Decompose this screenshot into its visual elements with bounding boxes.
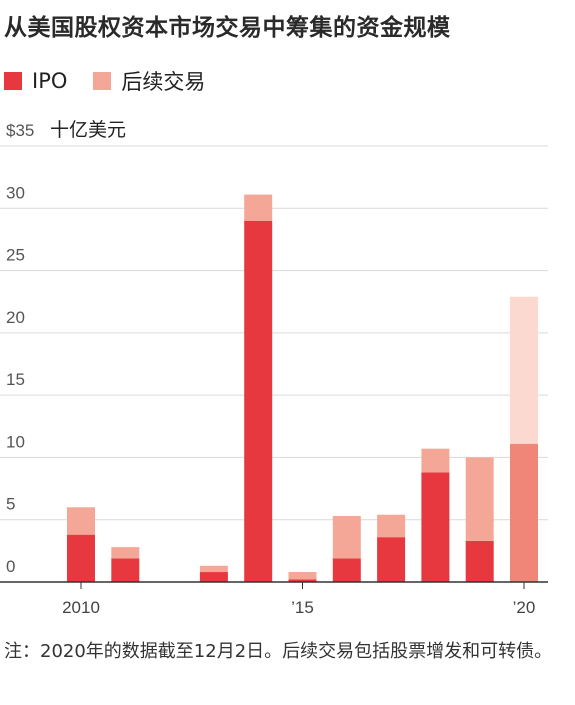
y-unit-label: 十亿美元 [50,119,126,141]
y-tick-label: 20 [6,308,25,327]
chart-area: 0 5 10 15 20 25 30 $35 十亿美元 2010 ’15 ’20 [0,118,575,628]
bar-follow-on-2018 [421,448,450,473]
x-tick-label: ’20 [513,598,536,617]
bar-follow-on-2017 [377,514,406,538]
bar-follow-on-2010 [67,507,95,535]
bar-ipo-2020 [510,443,538,582]
bar-ipo-2016 [332,558,361,582]
y-tick-label: 30 [6,183,25,202]
bar-ipo-2014 [244,220,273,582]
legend-item-follow-on: 后续交易 [93,66,205,96]
bar-follow-on-2014 [244,194,273,221]
bar-ipo-2010 [67,534,95,582]
legend-swatch-follow-on [93,72,112,90]
bar-ipo-2015 [288,579,317,582]
bar-follow-on-2016 [332,515,361,559]
footnote: 注：2020年的数据截至12月2日。后续交易包括股票增发和可转债。 [4,641,553,662]
legend-label-follow-on: 后续交易 [121,70,206,94]
bar-ipo-2013 [199,572,228,582]
chart-title: 从美国股权资本市场交易中筹集的资金规模 [4,15,451,41]
bar-follow-on-2020 [510,296,538,444]
x-tick-label: ’15 [291,598,314,617]
bar-follow-on-2011 [111,547,140,559]
bar-follow-on-2013 [199,565,228,573]
y-tick-label: $35 [6,121,34,140]
legend: IPO 后续交易 [4,66,231,96]
bar-follow-on-2019 [465,457,494,541]
legend-swatch-ipo [4,72,22,90]
bar-ipo-2017 [377,537,406,582]
legend-item-ipo: IPO [4,69,67,93]
y-tick-label: 15 [6,370,25,389]
legend-label-ipo: IPO [32,69,68,93]
bar-ipo-2018 [421,472,450,582]
bar-ipo-2011 [111,558,140,582]
bar-ipo-2019 [465,540,494,582]
y-tick-label: 25 [6,246,25,265]
bar-chart: 0 5 10 15 20 25 30 $35 十亿美元 2010 ’15 ’20 [0,119,548,617]
bar-follow-on-2015 [288,572,317,580]
x-tick-label: 2010 [62,598,100,617]
y-tick-label: 10 [6,432,25,451]
y-tick-label: 0 [6,557,15,576]
y-tick-label: 5 [6,495,15,514]
